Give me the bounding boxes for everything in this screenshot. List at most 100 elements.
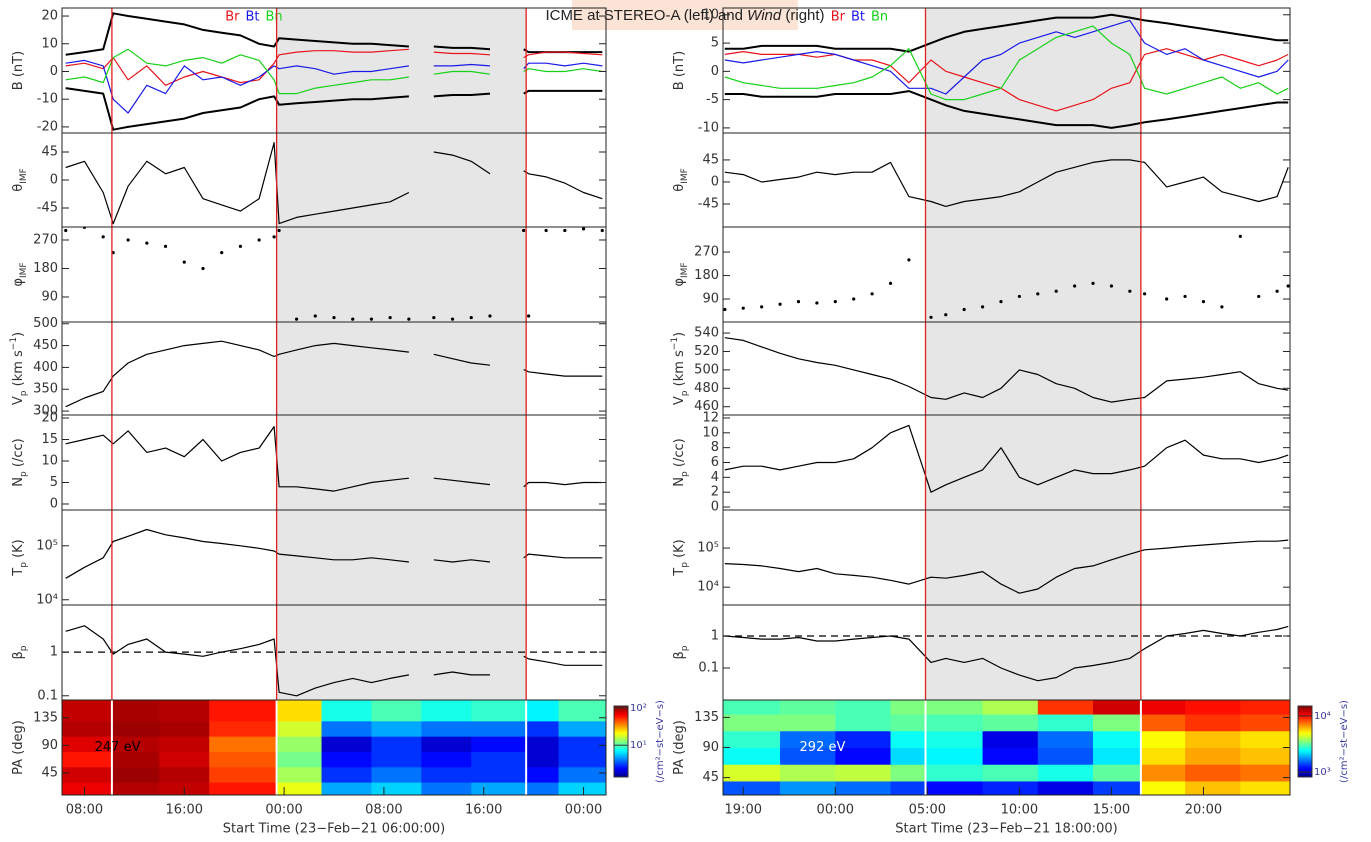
x-tick-label: 10:00 bbox=[1001, 803, 1038, 818]
spectrogram-cell bbox=[982, 730, 1039, 748]
colorbar-step bbox=[614, 736, 628, 739]
spectrogram-cell bbox=[835, 730, 892, 748]
y-axis-label: Tp (K) bbox=[672, 539, 690, 576]
colorbar-step bbox=[1298, 748, 1312, 751]
data-point bbox=[388, 315, 392, 320]
spectrogram-cell bbox=[982, 714, 1039, 732]
spectrogram-cell bbox=[558, 700, 607, 722]
y-tick-label: 6 bbox=[711, 455, 719, 470]
colorbar-step bbox=[1298, 736, 1312, 739]
spectrogram-cell bbox=[1093, 747, 1142, 765]
spectrogram-cell bbox=[526, 766, 560, 783]
series-group bbox=[65, 426, 603, 492]
data-point bbox=[1017, 294, 1021, 299]
x-tick-label: 15:00 bbox=[1093, 803, 1130, 818]
colorbar-step bbox=[1298, 752, 1312, 755]
series-line bbox=[65, 142, 603, 225]
y-tick-label: 300 bbox=[33, 404, 58, 419]
spectrogram-cell bbox=[526, 736, 560, 752]
colorbar-step bbox=[1298, 721, 1312, 725]
y-axis-label: φIMF bbox=[11, 262, 29, 286]
y-axis-label-part: −1 bbox=[9, 337, 19, 350]
spectrogram-cell bbox=[111, 782, 160, 796]
x-tick-label: 16:00 bbox=[465, 803, 502, 818]
data-point bbox=[581, 227, 586, 231]
y-tick-label: 10⁵ bbox=[697, 541, 719, 556]
colorbar-step bbox=[614, 711, 628, 714]
y-tick-label: -5 bbox=[706, 92, 719, 107]
title-part: ICME at STEREO-A (left) and bbox=[545, 7, 747, 24]
colorbar-step bbox=[1298, 739, 1312, 742]
series-line bbox=[65, 426, 603, 492]
colorbar-step bbox=[614, 721, 628, 725]
y-axis-label: Tp (K) bbox=[11, 539, 29, 576]
series-line bbox=[724, 625, 1289, 682]
data-point bbox=[852, 297, 856, 301]
spectrogram-cell bbox=[159, 700, 210, 722]
colorbar-step bbox=[614, 725, 628, 728]
y-axis-label-part: p bbox=[19, 390, 29, 396]
x-axis-label: Start Time (23−Feb−21 18:00:00) bbox=[895, 822, 1117, 837]
spectrogram-cell bbox=[1093, 730, 1142, 748]
series-group bbox=[65, 142, 603, 225]
colorbar-step bbox=[614, 737, 628, 741]
series-line bbox=[724, 13, 1289, 53]
legend-entry: Br bbox=[831, 10, 846, 25]
colorbar-step bbox=[1298, 764, 1312, 767]
data-point bbox=[1054, 289, 1058, 293]
spectrogram-cell bbox=[111, 720, 160, 737]
data-point bbox=[163, 244, 168, 248]
series-group bbox=[65, 528, 603, 579]
x-tick-label: 00:00 bbox=[565, 803, 602, 818]
shade-region bbox=[276, 322, 527, 415]
spectrogram-cell bbox=[471, 736, 527, 752]
y-axis-label-part: ) bbox=[672, 332, 687, 337]
data-point bbox=[527, 314, 531, 318]
y-axis-label: Vp (km s−1) bbox=[9, 332, 29, 405]
spectrogram-cell bbox=[1140, 747, 1186, 765]
data-point bbox=[257, 238, 261, 242]
y-tick-label: 10⁴ bbox=[697, 580, 719, 595]
data-point bbox=[101, 235, 105, 239]
series-group bbox=[723, 234, 1290, 319]
spectrogram-cell bbox=[1140, 764, 1186, 782]
y-axis-label-part: N bbox=[11, 477, 26, 487]
spectrogram-cell bbox=[1037, 714, 1094, 732]
y-axis-label: βp bbox=[11, 645, 29, 659]
data-point bbox=[1275, 289, 1279, 293]
y-tick-label: 450 bbox=[33, 338, 58, 353]
spectrogram-cell bbox=[925, 747, 984, 765]
colorbar-step bbox=[1298, 750, 1312, 753]
series-line bbox=[65, 48, 603, 86]
colorbar-step bbox=[614, 729, 628, 732]
colorbar-step bbox=[1298, 730, 1312, 734]
colorbar-step bbox=[614, 743, 628, 746]
y-axis-label: Vp (km s−1) bbox=[670, 332, 690, 405]
colorbar-step bbox=[1298, 737, 1312, 741]
data-point bbox=[1220, 305, 1224, 309]
colorbar-step bbox=[614, 775, 628, 778]
data-point bbox=[563, 228, 567, 233]
colorbar-step bbox=[614, 759, 628, 762]
colorbar-step bbox=[614, 755, 628, 758]
colorbar-step bbox=[614, 769, 628, 773]
data-point bbox=[351, 317, 355, 321]
spectrogram-cell bbox=[558, 782, 607, 796]
y-tick-label: 0.1 bbox=[698, 660, 719, 675]
y-tick-label: 90 bbox=[41, 738, 58, 753]
y-axis-label-part: β bbox=[11, 651, 26, 659]
spectrogram-cell bbox=[890, 730, 926, 748]
legend-entry: Bt bbox=[245, 10, 259, 25]
spectrogram-cell bbox=[982, 780, 1039, 796]
colorbar-step bbox=[614, 706, 628, 709]
y-tick-label: 5 bbox=[50, 475, 58, 490]
y-tick-label: 15 bbox=[41, 432, 58, 447]
series-line bbox=[65, 87, 603, 131]
spectrogram-cell bbox=[835, 764, 892, 782]
colorbar-step bbox=[614, 773, 628, 776]
y-axis-label-part: (/cc) bbox=[672, 438, 687, 471]
spectrogram-cell bbox=[421, 782, 472, 796]
colorbar-step bbox=[614, 745, 628, 748]
spectrogram-cell bbox=[62, 782, 113, 796]
spectrogram-cell bbox=[371, 766, 422, 783]
